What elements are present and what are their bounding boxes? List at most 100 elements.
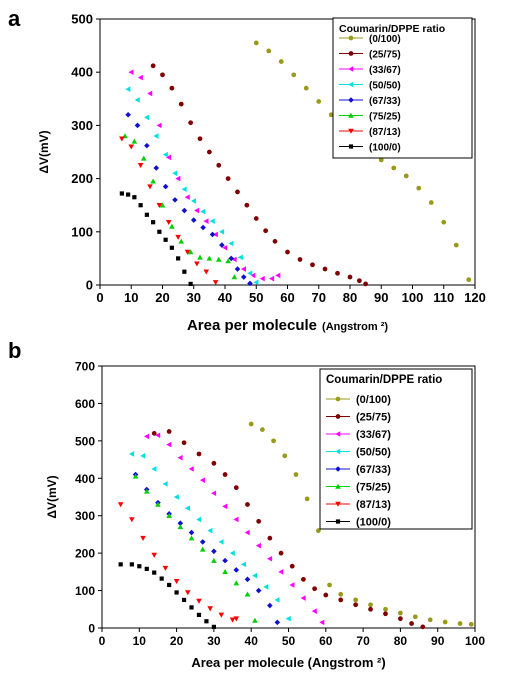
data-point bbox=[153, 165, 160, 171]
data-point bbox=[266, 48, 272, 54]
data-point bbox=[278, 59, 284, 64]
series-group bbox=[119, 40, 472, 287]
data-point bbox=[231, 274, 238, 280]
data-point bbox=[137, 564, 142, 569]
data-series bbox=[150, 63, 369, 287]
data-point bbox=[117, 502, 124, 508]
data-series bbox=[143, 432, 325, 626]
data-point bbox=[335, 501, 341, 507]
data-point bbox=[335, 448, 341, 455]
panel-label: b bbox=[8, 338, 21, 363]
data-point bbox=[144, 142, 150, 149]
data-point bbox=[233, 567, 240, 573]
data-point bbox=[218, 539, 224, 545]
plot-axes: 0 10 20 30 40 50 60 70 80 90 100 110 120 0 100 200 300 40… bbox=[37, 12, 486, 335]
legend-title: Coumarin/DPPE ratio bbox=[326, 374, 442, 386]
data-point bbox=[167, 582, 172, 588]
data-point bbox=[303, 85, 309, 91]
legend-item-label: (33/67) bbox=[356, 429, 391, 441]
x-tick-label: 100 bbox=[465, 634, 485, 648]
y-tick-label: 700 bbox=[75, 360, 95, 374]
data-point bbox=[244, 202, 250, 208]
data-point bbox=[274, 619, 281, 626]
data-point bbox=[255, 542, 261, 549]
data-point bbox=[200, 208, 206, 215]
legend-title: Coumarin/DPPE ratio bbox=[339, 23, 445, 35]
data-point bbox=[231, 256, 237, 263]
data-point bbox=[177, 520, 184, 526]
y-tick-label: 400 bbox=[71, 65, 93, 80]
y-axis-ticks: 0 100 200 300 400 500 bbox=[71, 12, 100, 293]
data-point bbox=[420, 624, 426, 630]
data-point bbox=[348, 81, 354, 88]
data-point bbox=[457, 621, 463, 626]
x-tick-label: 20 bbox=[155, 290, 169, 305]
x-tick-label: 100 bbox=[402, 290, 424, 305]
data-point bbox=[151, 466, 157, 472]
data-point bbox=[140, 155, 147, 161]
data-point bbox=[155, 432, 161, 439]
y-tick-label: 500 bbox=[71, 12, 93, 27]
data-point bbox=[274, 597, 280, 603]
data-point bbox=[188, 529, 195, 536]
x-tick-label: 80 bbox=[394, 634, 408, 648]
data-series bbox=[117, 502, 240, 623]
data-point bbox=[200, 224, 206, 231]
data-point bbox=[253, 279, 259, 286]
data-point bbox=[228, 255, 235, 262]
data-point bbox=[247, 280, 253, 287]
data-point bbox=[335, 396, 341, 402]
data-point bbox=[328, 112, 334, 118]
data-point bbox=[187, 249, 194, 255]
plot-axes: 0 10 20 30 40 50 60 70 80 90 100 0 100 200 300 400 500 60… bbox=[45, 360, 485, 671]
data-point bbox=[263, 584, 269, 590]
data-point bbox=[353, 602, 359, 608]
data-point bbox=[188, 281, 193, 287]
data-point bbox=[237, 254, 243, 261]
series-group bbox=[117, 421, 474, 630]
y-tick-label: 100 bbox=[71, 224, 93, 239]
data-point bbox=[188, 535, 195, 541]
data-point bbox=[312, 586, 317, 592]
data-point bbox=[196, 451, 202, 457]
x-tick-label: 50 bbox=[282, 634, 296, 648]
y-axis-label: ΔV(mV) bbox=[45, 475, 59, 518]
data-point bbox=[174, 590, 179, 595]
data-point bbox=[197, 254, 203, 260]
data-point bbox=[188, 466, 194, 472]
legend-item-label: (100/0) bbox=[369, 143, 401, 154]
data-point bbox=[184, 249, 191, 255]
y-tick-label: 200 bbox=[71, 171, 93, 186]
data-point bbox=[348, 66, 354, 72]
data-series bbox=[122, 133, 238, 280]
data-point bbox=[240, 266, 246, 272]
data-point bbox=[199, 477, 205, 483]
data-point bbox=[138, 203, 143, 208]
y-tick-label: 600 bbox=[75, 397, 95, 411]
data-point bbox=[222, 472, 228, 477]
data-point bbox=[225, 176, 231, 181]
data-point bbox=[272, 238, 278, 244]
legend-item-label: (87/13) bbox=[356, 499, 391, 511]
data-point bbox=[165, 219, 172, 226]
data-point bbox=[348, 144, 354, 149]
data-point bbox=[166, 441, 172, 448]
data-point bbox=[128, 69, 134, 75]
data-series bbox=[132, 473, 258, 623]
data-point bbox=[207, 527, 213, 534]
x-axis-ticks: 0 10 20 30 40 50 60 70 80 90 100 110 120 bbox=[96, 285, 486, 305]
data-point bbox=[335, 483, 341, 489]
data-point bbox=[184, 194, 190, 201]
data-point bbox=[441, 219, 447, 225]
data-point bbox=[327, 582, 332, 588]
legend-item-label: (100/0) bbox=[356, 517, 391, 529]
data-point bbox=[348, 112, 354, 118]
data-point bbox=[153, 133, 159, 139]
data-series bbox=[125, 86, 259, 286]
data-point bbox=[285, 249, 290, 255]
data-point bbox=[206, 149, 212, 155]
x-tick-label: 10 bbox=[124, 290, 138, 305]
data-point bbox=[144, 212, 149, 217]
y-tick-label: 300 bbox=[71, 118, 93, 133]
data-point bbox=[347, 274, 353, 280]
